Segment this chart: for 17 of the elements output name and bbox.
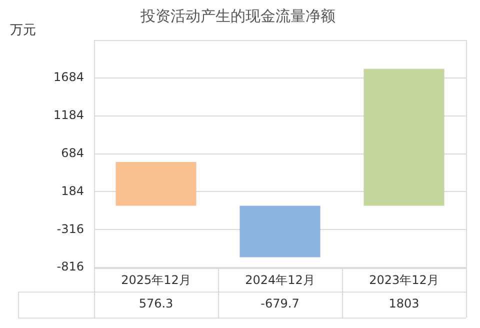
chart-title: 投资活动产生的现金流量净额 [140,6,336,25]
y-tick-label: -316 [56,222,84,236]
y-tick-label: 684 [61,146,84,160]
data-label: -679.7 [260,296,300,311]
bar [116,162,196,206]
y-axis-title: 万元 [10,22,36,38]
x-tick-label: 2025年12月 [121,272,191,287]
data-label: 1803 [388,296,420,311]
y-tick-label: -816 [56,260,84,274]
bar [364,68,444,206]
y-tick-label: 184 [61,184,84,198]
data-label: 576.3 [138,296,174,311]
x-tick-label: 2024年12月 [245,272,315,287]
bar [240,206,320,258]
y-tick-label: 1684 [53,70,84,84]
y-tick-label: 1184 [53,108,84,122]
x-tick-label: 2023年12月 [369,272,439,287]
